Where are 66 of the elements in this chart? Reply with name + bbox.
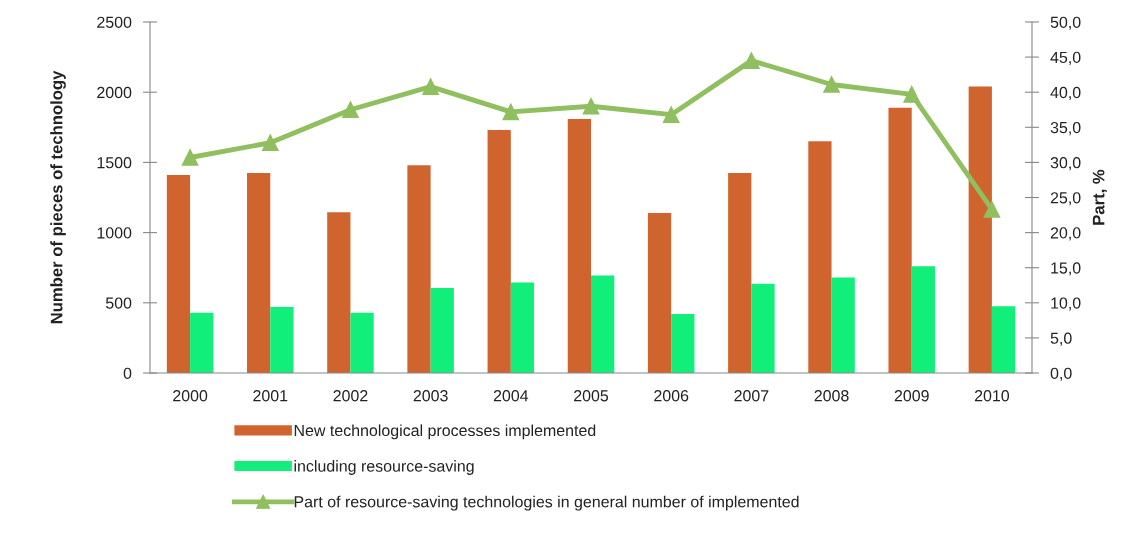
bar bbox=[591, 275, 615, 373]
y2-tick-label: 40,0 bbox=[1050, 86, 1081, 101]
bar bbox=[487, 130, 511, 373]
bar bbox=[510, 282, 535, 373]
x-tick-label: 2002 bbox=[333, 390, 368, 402]
point bbox=[342, 101, 359, 119]
y2-tick-label: 10,0 bbox=[1051, 297, 1081, 311]
x-tick-label: 2003 bbox=[413, 390, 448, 402]
y-tick-label: 2000 bbox=[97, 86, 132, 99]
y2-tick-label: 15,0 bbox=[1051, 262, 1081, 276]
x-tick-label: 2006 bbox=[654, 390, 689, 402]
bar bbox=[728, 172, 752, 373]
x-tick-label: 2008 bbox=[814, 390, 849, 402]
point bbox=[502, 103, 520, 121]
legend-label: Part of resource-saving technologies in general number of implemented bbox=[294, 495, 799, 511]
legend-label: New technological processes implemented bbox=[294, 424, 596, 440]
bar bbox=[350, 312, 374, 373]
bar bbox=[751, 283, 775, 373]
y-tick-label: 0 bbox=[123, 367, 132, 379]
point bbox=[983, 201, 1001, 218]
x-tick-label: 2004 bbox=[493, 390, 529, 402]
point bbox=[582, 97, 600, 115]
y2-tick-label: 50,0 bbox=[1050, 16, 1081, 30]
y-axis-title: Number of pieces of technology bbox=[50, 70, 66, 324]
bar bbox=[190, 312, 214, 373]
bar bbox=[270, 307, 294, 373]
bar bbox=[991, 306, 1016, 373]
bar bbox=[671, 314, 695, 373]
y2-tick-label: 5,0 bbox=[1050, 332, 1072, 346]
y2-tick-label: 0,0 bbox=[1050, 367, 1072, 381]
point bbox=[261, 134, 279, 152]
x-tick-label: 2007 bbox=[734, 390, 769, 402]
y-tick-label: 2500 bbox=[97, 16, 132, 28]
y2-axis-title: Part, % bbox=[1092, 169, 1107, 225]
x-tick-label: 2010 bbox=[974, 390, 1010, 402]
y2-tick-label: 20,0 bbox=[1050, 227, 1081, 241]
point bbox=[743, 52, 760, 69]
point bbox=[181, 149, 199, 166]
bar bbox=[647, 212, 672, 373]
bar bbox=[166, 175, 191, 373]
bar bbox=[888, 107, 912, 373]
point bbox=[662, 106, 680, 123]
x-tick-label: 2005 bbox=[574, 390, 609, 402]
bar bbox=[430, 288, 454, 373]
x-tick-label: 2000 bbox=[173, 390, 208, 402]
y2-tick-label: 25,0 bbox=[1050, 192, 1081, 206]
bar bbox=[407, 165, 431, 373]
y2-tick-label: 35,0 bbox=[1050, 121, 1081, 136]
bar bbox=[808, 141, 832, 373]
legend-label: including resource-saving bbox=[294, 460, 474, 475]
y-tick-label: 1500 bbox=[97, 157, 132, 169]
bar bbox=[327, 212, 351, 373]
y2-tick-label: 45,0 bbox=[1050, 51, 1081, 65]
point bbox=[823, 76, 840, 93]
x-tick-label: 2009 bbox=[894, 390, 929, 402]
x-tick-label: 2001 bbox=[253, 390, 288, 402]
bar bbox=[968, 86, 992, 373]
point bbox=[903, 85, 921, 103]
bar bbox=[247, 172, 271, 373]
point bbox=[422, 78, 439, 95]
y-tick-label: 500 bbox=[105, 297, 132, 309]
y2-tick-label: 30,0 bbox=[1050, 157, 1081, 171]
y-tick-label: 1000 bbox=[97, 227, 132, 239]
bar bbox=[567, 118, 591, 373]
bar bbox=[831, 277, 855, 373]
bar bbox=[911, 266, 935, 373]
